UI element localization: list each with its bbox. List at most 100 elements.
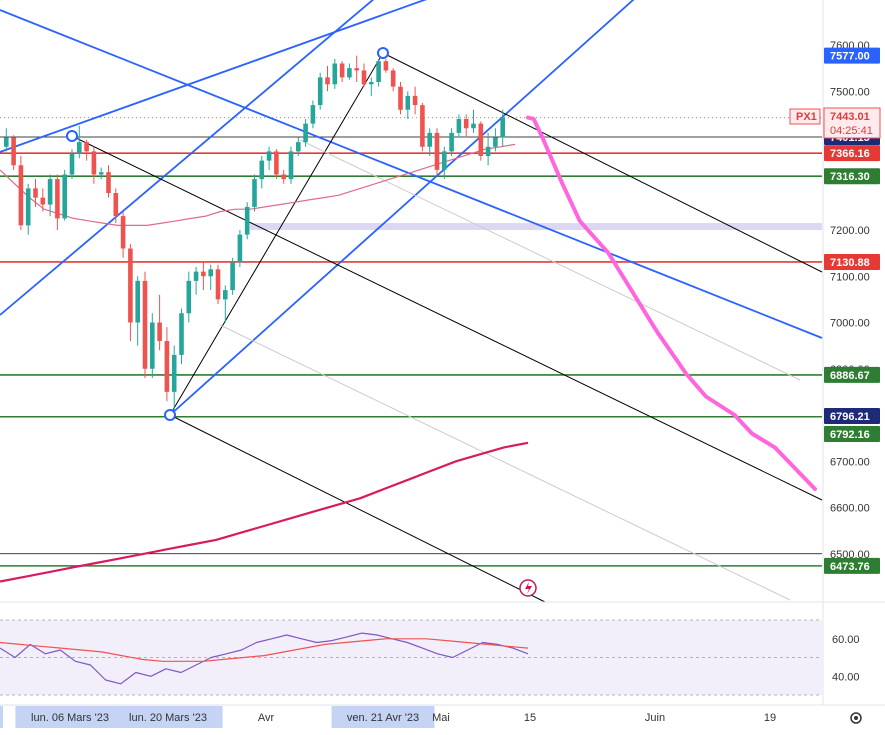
candle [25,183,31,235]
channel-line-mid [0,0,427,153]
price-badge-label: 6796.21 [830,411,870,423]
candle [390,68,396,92]
candle-body [47,179,53,205]
y-tick-label: 7000.00 [830,318,870,330]
channel-line-down [0,9,823,339]
candle [208,264,213,291]
price-badge [824,408,880,424]
candle [288,146,294,184]
ma-slow-line [0,441,529,583]
price-badge [824,47,880,64]
candle [485,132,491,166]
candle [62,169,67,221]
candle-body [179,313,184,355]
candle [478,121,484,161]
candle [157,294,162,351]
candle-body [62,174,67,219]
candle-body [113,193,119,217]
candle-body [244,206,250,235]
gear-ring [850,712,862,724]
candle-body [40,197,46,205]
candle-body [208,269,213,277]
time-highlight [331,706,435,728]
faint-line-2 [219,324,791,601]
candle [128,243,133,341]
anchor-point-0 [66,130,78,142]
candle [376,58,381,87]
candle [223,285,228,323]
candle-body [442,151,447,170]
candle-body [69,153,75,175]
lightning-icon [525,582,532,594]
trend-line-3 [169,414,546,603]
candle-body [237,234,243,263]
candle-body [478,123,484,156]
x-tick-label: 15 [524,712,536,724]
candle [215,264,221,304]
countdown-label: 04:25:41 [830,125,873,137]
candle [471,109,476,133]
candle-body [171,354,177,392]
candle [230,257,235,295]
settings-gear-icon[interactable] [850,712,862,724]
trend-line-4 [169,52,384,416]
candle [186,271,192,323]
candle [252,174,257,212]
candle-body [281,174,286,180]
price-badge [824,253,880,270]
candle-body [310,105,316,124]
candle [361,63,367,87]
candle [332,58,338,89]
candle-body [500,117,505,138]
candle-body [120,216,126,249]
candle-body [456,119,462,133]
price-badge-label: 7366.16 [830,148,870,160]
instrument-label: PX1 [796,111,817,123]
candle [354,55,359,82]
candle [420,102,425,152]
candle-body [471,123,476,129]
candle-body [485,146,491,156]
y-tick-label: 6700.00 [830,456,870,468]
trend-line-2 [71,135,823,501]
candle-body [157,322,162,341]
last-price-badge [823,107,881,139]
candle-body [339,63,345,78]
candle-body [317,77,323,106]
candle-body [135,280,140,323]
price-badge-label: 6886.67 [830,370,870,382]
candle [259,156,265,189]
x-tick-label: Juin [645,712,665,724]
candle-body [106,172,111,193]
candle [55,174,60,230]
candle [434,128,440,175]
rsi-ma-line [0,638,529,662]
candle [303,119,308,147]
x-tick-label: lun. 20 Mars '23 [129,712,207,724]
candle [412,86,418,115]
price-badge [824,145,880,162]
candle-body [398,86,403,110]
rsi-tick-label: 40.00 [832,671,860,683]
candle [84,139,89,161]
price-badge [824,426,880,442]
candle [237,230,243,267]
candle [179,308,184,365]
candle-body [91,151,97,175]
price-badge-label: 6792.16 [830,429,870,441]
y-tick-label: 7500.00 [830,86,870,98]
x-tick-label: Mai [432,712,450,724]
time-highlight [113,706,223,728]
candle-body [223,290,228,300]
price-badge-label: 7316.30 [830,171,870,183]
candle [11,135,16,170]
candle [442,146,447,180]
price-badge [824,168,880,185]
candle-body [383,61,389,71]
x-tick-label: ven. 21 Avr '23 [347,712,419,724]
support-zone [250,223,822,230]
last-price-label: 7443.01 [830,111,870,123]
candle-body [361,70,367,85]
candle [171,345,177,415]
